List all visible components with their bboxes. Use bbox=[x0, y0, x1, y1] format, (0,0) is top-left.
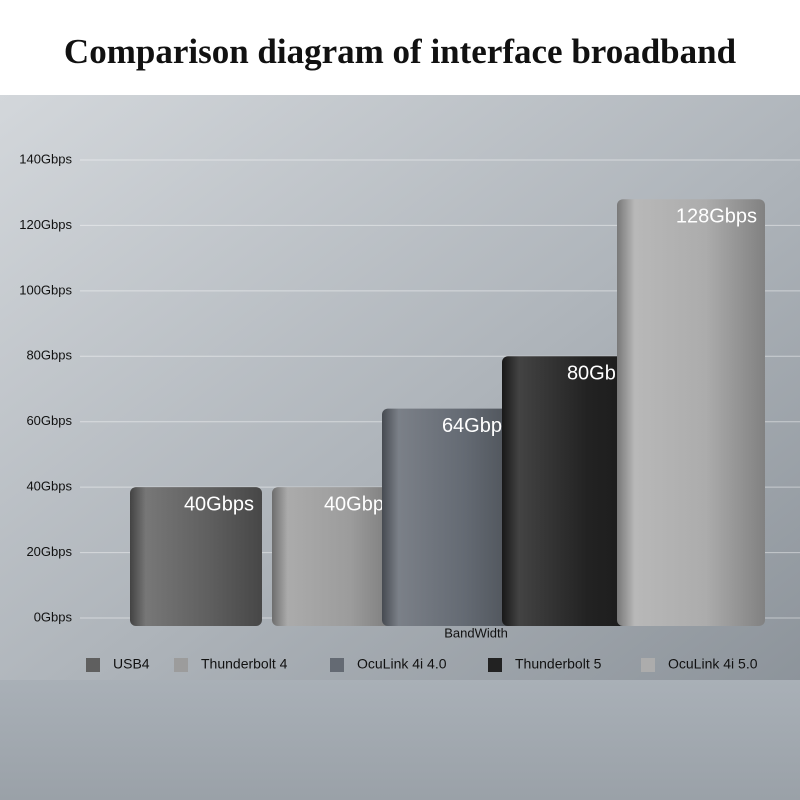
bar bbox=[382, 408, 520, 626]
legend-item: Thunderbolt 5 bbox=[488, 656, 602, 672]
value-label: 40Gbps bbox=[184, 493, 254, 515]
legend-label: Thunderbolt 4 bbox=[201, 656, 288, 672]
bar bbox=[617, 199, 765, 626]
value-label: 128Gbps bbox=[676, 206, 757, 228]
legend-swatch bbox=[641, 658, 655, 672]
title-band bbox=[0, 0, 800, 95]
bar bbox=[272, 487, 402, 626]
bar bbox=[130, 487, 262, 626]
legend-label: USB4 bbox=[113, 656, 150, 672]
legend-label: OcuLink 4i 5.0 bbox=[668, 656, 758, 672]
y-tick-label: 80Gbps bbox=[26, 348, 72, 363]
legend-swatch bbox=[174, 658, 188, 672]
legend-swatch bbox=[86, 658, 100, 672]
y-tick-label: 140Gbps bbox=[19, 151, 72, 166]
y-tick-label: 120Gbps bbox=[19, 217, 72, 232]
legend-label: Thunderbolt 5 bbox=[515, 656, 602, 672]
value-label: 40Gbps bbox=[324, 493, 394, 515]
legend-item: Thunderbolt 4 bbox=[174, 656, 288, 672]
value-label: 64Gbps bbox=[442, 415, 512, 437]
legend-item: OcuLink 4i 4.0 bbox=[330, 656, 447, 672]
y-tick-label: 40Gbps bbox=[26, 479, 72, 494]
chart-title: Comparison diagram of interface broadban… bbox=[64, 32, 737, 71]
y-tick-label: 100Gbps bbox=[19, 282, 72, 297]
legend-label: OcuLink 4i 4.0 bbox=[357, 656, 447, 672]
legend-swatch bbox=[330, 658, 344, 672]
x-axis-category: BandWidth bbox=[444, 625, 508, 640]
legend-item: OcuLink 4i 5.0 bbox=[641, 656, 758, 672]
y-tick-label: 60Gbps bbox=[26, 413, 72, 428]
legend-swatch bbox=[488, 658, 502, 672]
bottom-background bbox=[0, 680, 800, 800]
y-tick-label: 0Gbps bbox=[34, 609, 73, 624]
legend-item: USB4 bbox=[86, 656, 150, 672]
y-tick-label: 20Gbps bbox=[26, 544, 72, 559]
bar bbox=[502, 356, 645, 626]
